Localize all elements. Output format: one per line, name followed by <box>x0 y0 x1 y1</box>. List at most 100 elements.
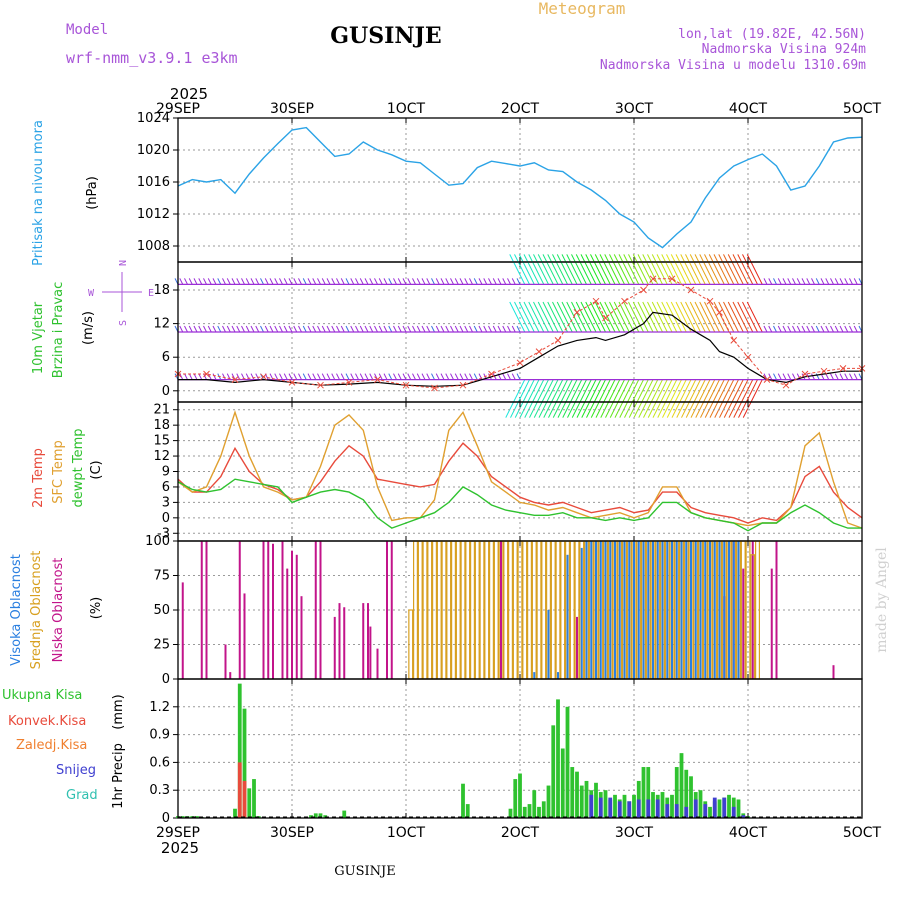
precip-bar-snijeg <box>712 797 717 818</box>
wind-barb <box>670 301 687 333</box>
wind-barb <box>483 325 488 333</box>
gust-marker <box>782 381 790 389</box>
elevation: Nadmorska Visina 924m <box>702 42 867 57</box>
wind-barb <box>450 278 454 285</box>
wind-barb <box>388 325 393 333</box>
gust-marker <box>649 275 657 283</box>
wind-barb <box>594 254 611 285</box>
wind-ylabel-1: 10m Vjetar <box>31 301 46 374</box>
wind-barb <box>796 278 801 285</box>
precip-bar-ukupna-kisa <box>651 792 655 818</box>
wind-barb <box>473 325 478 333</box>
wind-barb <box>844 373 849 380</box>
wind-barb <box>651 301 668 333</box>
wind-barb <box>312 278 317 285</box>
wind-barb <box>264 278 269 285</box>
wind-barb <box>412 325 416 333</box>
wind-barb <box>699 301 716 333</box>
wind-barb <box>388 278 393 285</box>
wind-barb <box>179 278 184 285</box>
wind-barb <box>547 254 564 285</box>
precip-bar-ukupna-kisa <box>518 773 522 818</box>
precip-bar-ukupna-kisa <box>689 776 693 818</box>
series-line-dewpt-temp <box>177 478 862 532</box>
wind-barb <box>464 325 469 333</box>
wind-barb <box>388 373 393 380</box>
cloud-bar-high <box>685 541 688 679</box>
wind-barb <box>652 379 673 418</box>
precip-panel: 0 0.3 0.6 0.9 1.2 <box>149 678 863 826</box>
cloud-bar-high <box>633 541 635 679</box>
wind-barb <box>336 373 340 380</box>
precip-bar-snijeg <box>617 801 622 818</box>
cloud-bar-high <box>656 541 659 679</box>
wind-barb <box>528 301 545 333</box>
precip-bar-snijeg <box>608 797 613 818</box>
wind-barb <box>383 325 388 333</box>
y-tick-label: 18 <box>153 418 170 433</box>
wind-barb <box>198 278 203 285</box>
wind-barb <box>777 325 782 333</box>
wind-barb <box>656 301 673 333</box>
compass-north: N <box>118 260 129 266</box>
wind-barb <box>350 278 355 285</box>
wind-barb <box>488 278 492 285</box>
wind-barb <box>250 325 255 333</box>
credit-watermark: made by Angel <box>874 547 890 653</box>
wind-barb <box>787 373 792 380</box>
wind-barb <box>651 254 668 285</box>
wind-barb <box>662 379 682 418</box>
page-title: GUSINJE <box>330 23 441 49</box>
wind-barb <box>416 373 421 380</box>
precip-bar-ukupna-kisa <box>247 788 252 818</box>
y-tick-label: 0.9 <box>149 728 170 743</box>
wind-barb <box>733 379 754 418</box>
wind-barb <box>637 301 654 333</box>
cloud-bar-high <box>680 541 683 679</box>
wind-barb <box>723 254 739 285</box>
wind-barb <box>514 379 535 418</box>
wind-barb <box>556 301 573 333</box>
wind-barb <box>562 379 583 418</box>
precip-bar-konvek-kisa <box>237 762 242 818</box>
wind-ylabel-2: Brzina i Pravac <box>51 282 66 379</box>
wind-barb <box>241 278 245 285</box>
gust-marker <box>573 309 581 316</box>
wind-barb <box>768 373 773 380</box>
wind-barb <box>680 254 697 285</box>
cloud-bar-high <box>580 547 583 679</box>
wind-barb <box>811 373 815 380</box>
wind-barb <box>533 379 554 418</box>
wind-barb <box>193 325 198 333</box>
wind-barb <box>279 278 283 285</box>
precip-bar-ukupna-kisa <box>318 813 323 818</box>
wind-barb <box>738 379 758 418</box>
wind-barb <box>274 325 279 333</box>
wind-barb <box>694 254 711 285</box>
y-tick-label: 0 <box>162 672 170 687</box>
wind-barb <box>514 254 530 285</box>
wind-barb <box>184 325 188 333</box>
cloud-bar-low <box>229 672 232 679</box>
gust-marker <box>730 337 738 344</box>
wind-barb <box>450 373 454 380</box>
precip-bar-ukupna-kisa <box>674 767 679 818</box>
wind-barb <box>782 278 787 285</box>
wind-barb <box>317 325 321 333</box>
cloud-bar-low <box>338 603 341 679</box>
gust-marker <box>374 376 381 383</box>
cloud-bar-low <box>262 541 265 679</box>
cloud-bar-high <box>652 541 654 679</box>
cloud-bar-high <box>595 541 597 679</box>
wind-barb <box>222 278 226 285</box>
cloud-bar-high <box>737 541 740 679</box>
wind-barb <box>723 301 739 333</box>
wind-barb <box>708 301 725 333</box>
wind-barb <box>830 278 834 285</box>
wind-barb <box>825 278 830 285</box>
wind-barb <box>222 325 226 333</box>
wind-barb <box>511 373 516 380</box>
wind-barb <box>581 379 602 418</box>
precip-bar-ukupna-kisa <box>632 794 636 818</box>
cloud-bar-low <box>243 593 246 679</box>
